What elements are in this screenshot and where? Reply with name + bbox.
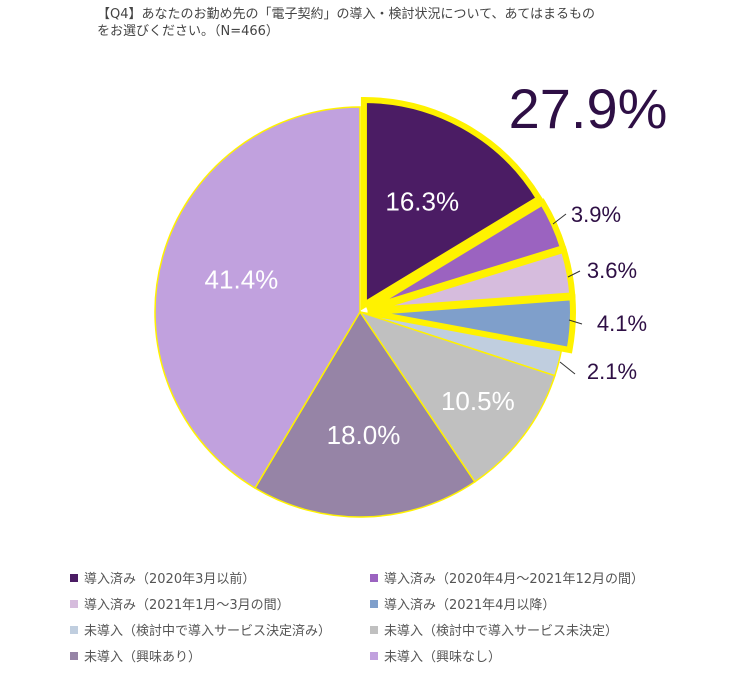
legend-item: 導入済み（2021年1月～3月の間） bbox=[70, 594, 290, 613]
question-line-2: をお選びください。（N=466） bbox=[97, 24, 279, 39]
legend-label: 導入済み（2020年4月～2021年12月の間） bbox=[384, 572, 644, 587]
legend-label: 導入済み（2020年3月以前） bbox=[84, 572, 256, 587]
legend-swatch bbox=[70, 626, 78, 634]
leader-line bbox=[552, 213, 567, 225]
legend-label: 未導入（検討中で導入サービス未決定） bbox=[384, 624, 619, 639]
legend-swatch bbox=[370, 600, 378, 608]
legend-item: 未導入（検討中で導入サービス未決定） bbox=[370, 620, 618, 639]
legend-item: 導入済み（2020年3月以前） bbox=[70, 568, 255, 587]
leader-line bbox=[559, 361, 576, 375]
leader-line bbox=[567, 270, 581, 278]
legend-label: 導入済み（2021年1月～3月の間） bbox=[84, 598, 290, 613]
legend-swatch bbox=[370, 652, 378, 660]
legend-swatch bbox=[370, 574, 378, 582]
legend-label: 未導入（興味あり） bbox=[84, 650, 202, 665]
legend-swatch bbox=[370, 626, 378, 634]
legend-label: 未導入（興味なし） bbox=[384, 650, 502, 665]
legend-swatch bbox=[70, 574, 78, 582]
slice-highlight-outline bbox=[360, 97, 544, 311]
legend-label: 導入済み（2021年4月以降） bbox=[384, 598, 556, 613]
data-label: 10.5% bbox=[441, 386, 515, 416]
legend-item: 未導入（興味あり） bbox=[70, 646, 201, 665]
data-label: 3.6% bbox=[587, 258, 637, 283]
pie-slice bbox=[253, 310, 476, 518]
legend-swatch bbox=[70, 652, 78, 660]
pie-chart: 16.3% 3.9% 3.6% 4.1% 2.1% 10.5% 18.0% 41.4% 27.… bbox=[154, 77, 668, 518]
data-label: 2.1% bbox=[587, 359, 637, 384]
pie-slice bbox=[154, 106, 361, 490]
legend-swatch bbox=[70, 600, 78, 608]
legend-item: 未導入（検討中で導入サービス決定済み） bbox=[70, 620, 331, 639]
data-label: 18.0% bbox=[327, 420, 401, 450]
data-label: 3.9% bbox=[571, 202, 621, 227]
data-label: 41.4% bbox=[205, 264, 279, 294]
data-label: 16.3% bbox=[385, 186, 459, 216]
data-label: 4.1% bbox=[597, 311, 647, 336]
legend-label: 未導入（検討中で導入サービス決定済み） bbox=[84, 624, 332, 639]
legend-item: 導入済み（2021年4月以降） bbox=[370, 594, 555, 613]
legend-item: 未導入（興味なし） bbox=[370, 646, 501, 665]
legend-item: 導入済み（2020年4月～2021年12月の間） bbox=[370, 568, 644, 587]
highlight-outlines bbox=[360, 97, 576, 354]
question-text: 【Q4】あなたのお勤め先の「電子契約」の導入・検討状況について、あてはまるもの … bbox=[97, 6, 697, 40]
highlight-total-label: 27.9% bbox=[509, 77, 668, 140]
slice-highlight-outline bbox=[367, 294, 576, 354]
data-labels: 16.3% 3.9% 3.6% 4.1% 2.1% 10.5% 18.0% 41.4% bbox=[205, 186, 648, 450]
question-line-1: 【Q4】あなたのお勤め先の「電子契約」の導入・検討状況について、あてはまるもの bbox=[97, 7, 595, 22]
leader-lines bbox=[552, 213, 583, 375]
pie-slice bbox=[358, 310, 556, 483]
leader-line bbox=[568, 319, 583, 325]
